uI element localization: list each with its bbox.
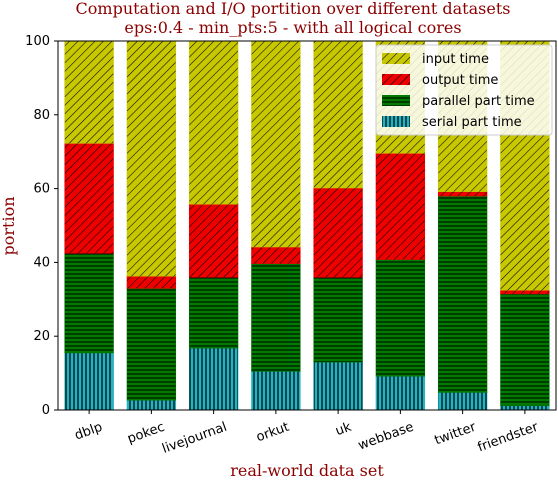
bar-hatch-parallel-part-time-pokec [127, 288, 176, 401]
bar-hatch-output-time-webbase [376, 153, 425, 260]
x-tick-label: uk [334, 420, 354, 440]
bar-hatch-output-time-pokec [127, 276, 176, 289]
bar-hatch-parallel-part-time-livejournal [189, 277, 238, 349]
legend-label-parallel-part-time: parallel part time [422, 94, 535, 109]
bar-hatch-serial-part-time-uk [313, 362, 363, 410]
bar-hatch-parallel-part-time-dblp [64, 253, 114, 353]
bar-hatch-input-time-dblp [64, 41, 114, 144]
legend-swatch-hatch-parallel-part-time [382, 95, 410, 106]
legend-label-serial-part-time: serial part time [422, 115, 522, 130]
bar-hatch-serial-part-time-dblp [64, 352, 114, 410]
y-ticks: 0 20 40 60 80 100 [25, 34, 58, 418]
x-tick-label: dblp [73, 420, 105, 444]
legend-box [375, 44, 553, 136]
bar-hatch-input-time-livejournal [189, 41, 238, 205]
legend-swatch-hatch-input-time [382, 53, 410, 64]
bar-hatch-serial-part-time-orkut [251, 371, 301, 410]
x-tick-label: friendster [476, 419, 541, 455]
bar-hatch-output-time-friendster [500, 290, 550, 294]
legend-swatch-hatch-output-time [382, 74, 410, 85]
bar-hatch-parallel-part-time-twitter [438, 195, 487, 393]
y-tick-label: 20 [33, 329, 50, 344]
bar-hatch-parallel-part-time-webbase [376, 259, 425, 377]
y-tick-label: 60 [33, 182, 50, 197]
bar-hatch-output-time-dblp [64, 143, 114, 254]
chart-title: Computation and I/O portition over diffe… [76, 0, 511, 18]
y-axis-label: portion [0, 196, 18, 255]
bar-hatch-serial-part-time-twitter [438, 392, 487, 410]
bar-hatch-output-time-uk [313, 187, 363, 278]
y-tick-label: 80 [33, 108, 50, 123]
y-tick-label: 40 [33, 255, 50, 270]
bar-hatch-output-time-livejournal [189, 204, 238, 278]
x-tick-label: orkut [254, 420, 291, 446]
bars-group [64, 40, 550, 411]
legend-swatch-hatch-serial-part-time [382, 116, 410, 127]
bar-hatch-input-time-uk [313, 41, 363, 188]
y-tick-label: 0 [42, 403, 50, 418]
bar-hatch-serial-part-time-livejournal [189, 348, 238, 410]
x-tick-label: livejournal [160, 420, 229, 457]
x-tick-label: webbase [356, 420, 416, 454]
legend: input time output time parallel part time s… [375, 44, 553, 136]
bar-hatch-serial-part-time-friendster [500, 405, 550, 410]
bar-hatch-input-time-pokec [127, 41, 176, 277]
bar-hatch-output-time-orkut [251, 246, 301, 264]
bar-hatch-serial-part-time-pokec [127, 400, 176, 410]
chart-subtitle: eps:0.4 - min_pts:5 - with all logical c… [124, 18, 461, 37]
legend-label-input-time: input time [422, 52, 489, 67]
x-axis-label: real-world data set [230, 461, 384, 480]
bar-hatch-input-time-orkut [251, 41, 301, 247]
legend-label-output-time: output time [422, 73, 498, 88]
bar-hatch-parallel-part-time-orkut [251, 263, 301, 372]
x-tick-label: twitter [433, 419, 479, 448]
plot-frame [57, 40, 557, 411]
y-tick-label: 100 [25, 34, 50, 49]
bar-hatch-parallel-part-time-friendster [500, 293, 550, 406]
bar-hatch-parallel-part-time-uk [313, 277, 363, 363]
bar-hatch-serial-part-time-webbase [376, 376, 425, 410]
bar-hatch-output-time-twitter [438, 191, 487, 196]
